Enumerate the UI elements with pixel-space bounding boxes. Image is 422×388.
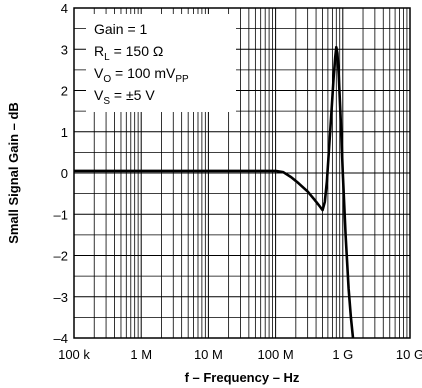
condition-line: Gain = 1 — [94, 21, 148, 37]
y-tick-label: 0 — [61, 166, 68, 181]
y-tick-label: 4 — [61, 1, 68, 16]
y-axis-label: Small Signal Gain – dB — [6, 102, 21, 244]
x-tick-label: 10 G — [396, 347, 422, 362]
x-tick-label: 10 M — [194, 347, 223, 362]
y-tick-label: 2 — [61, 84, 68, 99]
tick-labels: 100 k 1 M 10 M 100 M 1 G 10 G 4 3 2 1 0 –1 –2 –3 –4 — [54, 1, 422, 362]
x-tick-label: 1 G — [332, 347, 353, 362]
x-tick-label: 100 M — [258, 347, 294, 362]
condition-line: VS = ±5 V — [94, 87, 155, 107]
condition-line: VO = 100 mVPP — [94, 65, 189, 85]
x-axis-label: f – Frequency – Hz — [185, 370, 300, 385]
plot-frame — [73, 7, 411, 339]
y-tick-label: –1 — [54, 207, 68, 222]
y-tick-label: –3 — [54, 290, 68, 305]
x-tick-label: 100 k — [58, 347, 90, 362]
y-tick-label: 1 — [61, 125, 68, 140]
y-tick-label: –2 — [54, 249, 68, 264]
condition-line: RL = 150 Ω — [94, 43, 163, 63]
y-tick-label: 3 — [61, 42, 68, 57]
conditions-box-background — [86, 14, 236, 112]
y-tick-label: –4 — [54, 331, 68, 346]
series-line-gain — [74, 45, 355, 339]
x-tick-label: 1 M — [130, 347, 152, 362]
